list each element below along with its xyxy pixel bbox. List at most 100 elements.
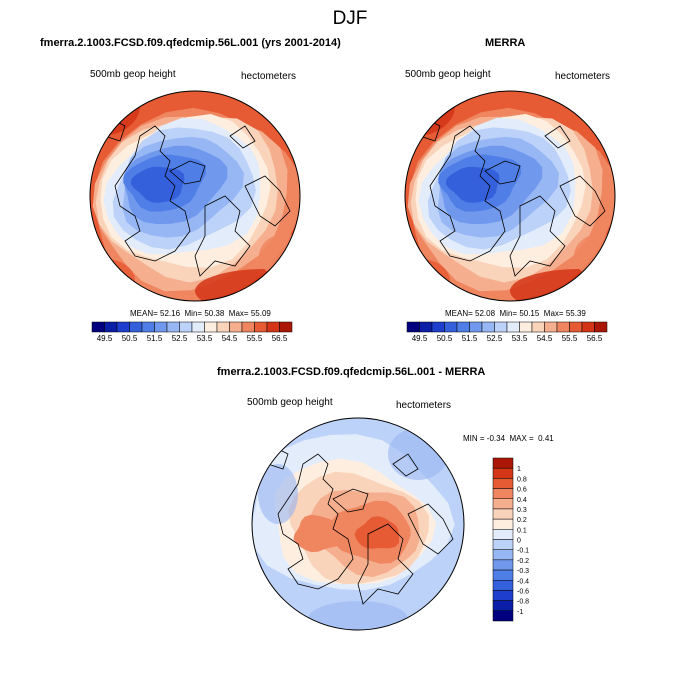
panel-3-coastline [407, 503, 454, 555]
panel-2-colorbar-box [431, 321, 445, 333]
panel-2-colorbar-box [556, 321, 570, 333]
panel-3-colorbar-box [492, 569, 514, 581]
figure-title: DJF [332, 8, 368, 29]
panel-3-colorbar: 1 0.8 0.6 0.4 0.3 0.2 0.1 0 -0.1 -0.2 -0.3 -0.4 -0.6… [492, 457, 529, 622]
panel-2-colorbar-tick-label: 54.5 [537, 334, 553, 343]
panel-3-map-border [251, 417, 465, 631]
panel-1-colorbar-box [104, 321, 118, 333]
panel-3-colorbar-box [492, 467, 514, 479]
panel-2-coastline [559, 175, 606, 227]
panel-2-map [405, 91, 615, 301]
panel-1-warm-region [90, 91, 140, 136]
panel-2-contour-band [445, 166, 500, 203]
panel-1-colorbar-box [204, 321, 218, 333]
panel-2-colorbar-box [419, 321, 433, 333]
panel-3-colorbar-tick-label: 0.3 [517, 507, 527, 514]
panel-3-colorbar-box [492, 529, 514, 540]
panel-2-colorbar-tick-label: 53.5 [512, 334, 528, 343]
panel-2-colorbar-tick-label: 55.5 [562, 334, 578, 343]
panel-1-map [90, 91, 300, 301]
panel-1-colorbar-tick-label: 55.5 [247, 334, 263, 343]
panel-1-colorbar-box [266, 321, 280, 333]
panel-2-colorbar-box [406, 321, 420, 333]
panel-2-colorbar-box [506, 321, 520, 333]
panel-3-colorbar-box [492, 549, 514, 561]
panel-3-cool-region [388, 428, 448, 480]
panel-2-colorbar-box [519, 321, 533, 333]
panel-3-colorbar-box [492, 590, 514, 601]
panel-3-colorbar-tick-label: -1 [517, 609, 523, 616]
panel-1-colorbar-box [216, 321, 230, 333]
panel-1-colorbar: 49.5 50.5 51.5 52.5 53.5 54.5 55.5 56.5 [91, 321, 293, 343]
panel-3-variable-label: 500mb geop height [247, 397, 333, 408]
panel-1-contour-band [130, 166, 185, 203]
panel-2-warm-region [510, 269, 615, 301]
panel-2-colorbar: 49.5 50.5 51.5 52.5 53.5 54.5 55.5 56.5 [406, 321, 608, 343]
panel-2-colorbar-box [456, 321, 470, 333]
panel-2-colorbar-tick-label: 50.5 [437, 334, 453, 343]
panel-3-colorbar-tick-label: 0.2 [517, 517, 527, 524]
panel-1-colorbar-tick-label: 50.5 [122, 334, 138, 343]
panel-3-colorbar-tick-label: -0.6 [517, 588, 529, 595]
panel-3-colorbar-box [492, 600, 514, 612]
panel-1-colorbar-box [154, 321, 168, 333]
panel-3-colorbar-box [492, 518, 514, 530]
panel-3-units-label: hectometers [396, 400, 452, 411]
panel-3-cool-region [258, 464, 298, 524]
panel-1-stats: MEAN= 52.16 Min= 50.38 Max= 55.09 [130, 309, 271, 318]
panel-2-colorbar-box [494, 321, 508, 333]
panel-2-warm-region [405, 91, 455, 136]
panel-2-variable-label: 500mb geop height [405, 69, 491, 80]
panel-1-colorbar-tick-label: 54.5 [222, 334, 238, 343]
panel-1-coastline [169, 160, 206, 185]
panel-3-colorbar-box [492, 488, 514, 499]
panel-2-title: MERRA [485, 37, 526, 49]
panel-1-colorbar-box [241, 321, 255, 333]
panel-1-colorbar-box [279, 321, 293, 333]
panel-2-colorbar-box [469, 321, 483, 333]
panel-2-colorbar-box [569, 321, 583, 333]
panel-3-colorbar-tick-label: -0.3 [517, 568, 529, 575]
panel-3-colorbar-box [492, 610, 514, 622]
panel-1-warm-region [90, 259, 135, 301]
panel-3-colorbar-box [492, 580, 514, 591]
panel-2-colorbar-box [581, 321, 595, 333]
panel-1-coastline [194, 195, 251, 277]
panel-3-coastline [357, 523, 414, 605]
panel-2-units-label: hectometers [555, 71, 611, 82]
panel-3-colorbar-tick-label: 0.1 [517, 527, 527, 534]
panel-3-colorbar-tick-label: 0.6 [517, 487, 527, 494]
panel-2-warm-region [574, 234, 615, 278]
panel-2-colorbar-tick-label: 52.5 [487, 334, 503, 343]
panel-2-coastline [509, 195, 566, 277]
panel-3-colorbar-tick-label: -0.1 [517, 548, 529, 555]
panel-2-stats: MEAN= 52.08 Min= 50.15 Max= 55.39 [445, 309, 586, 318]
panel-3-colorbar-tick-label: 0.4 [517, 497, 527, 504]
panel-3-colorbar-tick-label: 0 [517, 538, 521, 545]
panel-1-units-label: hectometers [241, 71, 297, 82]
panel-2-colorbar-box [544, 321, 558, 333]
panel-1-warm-region [195, 269, 300, 301]
panel-3-colorbar-box [492, 478, 514, 489]
panel-2-colorbar-tick-label: 56.5 [587, 334, 603, 343]
panel-1-colorbar-tick-label: 49.5 [97, 334, 113, 343]
panel-1-colorbar-tick-label: 51.5 [147, 334, 163, 343]
panel-3-colorbar-box [492, 498, 514, 510]
panel-3-colorbar-box [492, 457, 514, 469]
panel-2-map-border [404, 90, 616, 302]
panel-1-colorbar-box [229, 321, 243, 333]
panel-1-colorbar-box [191, 321, 205, 333]
panel-3-colorbar-tick-label: -0.2 [517, 558, 529, 565]
panel-3-coastline [392, 453, 419, 477]
panel-2-coastline [544, 125, 571, 149]
panel-2-colorbar-box [481, 321, 495, 333]
panel-2-warm-region [405, 259, 450, 301]
panel-2-colorbar-tick-label: 51.5 [462, 334, 478, 343]
panel-3-map [252, 418, 464, 630]
panel-1-map-border [89, 90, 301, 302]
panel-2-colorbar-box [444, 321, 458, 333]
panel-1-variable-label: 500mb geop height [90, 69, 176, 80]
panel-3-colorbar-tick-label: 0.8 [517, 476, 527, 483]
panel-3-cool-region [308, 601, 408, 630]
